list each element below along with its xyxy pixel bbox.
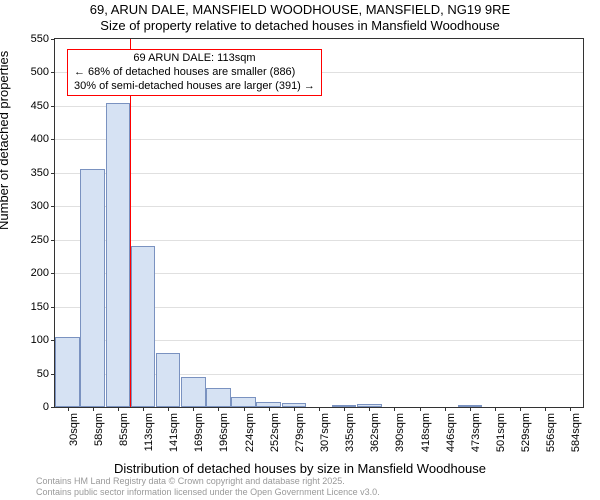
y-tick-label: 300 [31,200,49,212]
y-tick-label: 150 [31,301,49,313]
x-tick-label: 252sqm [269,413,281,452]
x-tick-mark [168,407,169,411]
x-tick-label: 58sqm [93,413,105,446]
x-tick-label: 279sqm [294,413,306,452]
gridline [55,173,583,174]
y-tick-mark [51,39,55,40]
x-tick-label: 196sqm [218,413,230,452]
bar [156,353,181,407]
x-tick-mark [470,407,471,411]
gridline [55,240,583,241]
x-tick-label: 335sqm [344,413,356,452]
x-tick-label: 584sqm [570,413,582,452]
x-tick-mark [420,407,421,411]
x-tick-label: 141sqm [168,413,180,452]
y-tick-mark [51,106,55,107]
footnote-line-1: Contains HM Land Registry data © Crown c… [36,476,345,486]
x-tick-mark [218,407,219,411]
x-tick-mark [193,407,194,411]
y-tick-mark [51,139,55,140]
x-tick-label: 418sqm [420,413,432,452]
x-tick-mark [570,407,571,411]
y-tick-label: 250 [31,234,49,246]
x-tick-label: 307sqm [319,413,331,452]
gridline [55,139,583,140]
x-tick-label: 446sqm [445,413,457,452]
bar [206,388,231,407]
x-tick-mark [143,407,144,411]
y-tick-mark [51,240,55,241]
x-tick-mark [394,407,395,411]
x-tick-label: 473sqm [470,413,482,452]
x-tick-mark [269,407,270,411]
y-tick-label: 550 [31,33,49,45]
x-tick-mark [545,407,546,411]
x-tick-mark [495,407,496,411]
x-tick-mark [68,407,69,411]
x-tick-mark [369,407,370,411]
x-tick-mark [445,407,446,411]
x-tick-label: 85sqm [118,413,130,446]
callout-line-2: ← 68% of detached houses are smaller (88… [74,66,315,80]
x-tick-label: 390sqm [394,413,406,452]
footnote: Contains HM Land Registry data © Crown c… [36,476,380,498]
bar [80,169,105,407]
x-tick-label: 501sqm [495,413,507,452]
callout-box: 69 ARUN DALE: 113sqm← 68% of detached ho… [67,49,322,96]
y-tick-label: 450 [31,100,49,112]
x-tick-mark [93,407,94,411]
y-tick-label: 200 [31,267,49,279]
callout-line-3: 30% of semi-detached houses are larger (… [74,80,315,94]
y-axis-label: Number of detached properties [0,51,11,230]
y-tick-label: 0 [43,401,49,413]
bar [131,246,156,407]
footnote-line-2: Contains public sector information licen… [36,487,380,497]
bar [231,397,256,407]
y-tick-mark [51,72,55,73]
y-tick-mark [51,407,55,408]
y-tick-mark [51,206,55,207]
x-tick-mark [319,407,320,411]
y-tick-mark [51,173,55,174]
y-tick-label: 350 [31,167,49,179]
y-tick-label: 100 [31,334,49,346]
x-tick-mark [520,407,521,411]
x-tick-label: 113sqm [143,413,155,451]
y-tick-label: 400 [31,133,49,145]
x-tick-label: 30sqm [68,413,80,446]
y-tick-label: 500 [31,66,49,78]
x-tick-label: 224sqm [244,413,256,452]
y-tick-mark [51,273,55,274]
callout-line-1: 69 ARUN DALE: 113sqm [74,52,315,66]
y-tick-label: 50 [37,368,49,380]
x-tick-label: 529sqm [520,413,532,452]
bar [106,103,131,407]
y-tick-mark [51,307,55,308]
chart-container: 69, ARUN DALE, MANSFIELD WOODHOUSE, MANS… [0,0,600,500]
title-line-2: Size of property relative to detached ho… [0,18,600,33]
x-tick-mark [118,407,119,411]
gridline [55,206,583,207]
x-tick-label: 362sqm [369,413,381,452]
gridline [55,106,583,107]
plot-area: 05010015020025030035040045050055030sqm58… [54,38,584,408]
x-tick-mark [244,407,245,411]
x-tick-mark [344,407,345,411]
title-line-1: 69, ARUN DALE, MANSFIELD WOODHOUSE, MANS… [0,2,600,17]
bar [55,337,80,407]
x-tick-label: 169sqm [193,413,205,452]
x-tick-label: 556sqm [545,413,557,452]
x-tick-mark [294,407,295,411]
x-axis-label: Distribution of detached houses by size … [0,461,600,476]
bar [181,377,206,407]
